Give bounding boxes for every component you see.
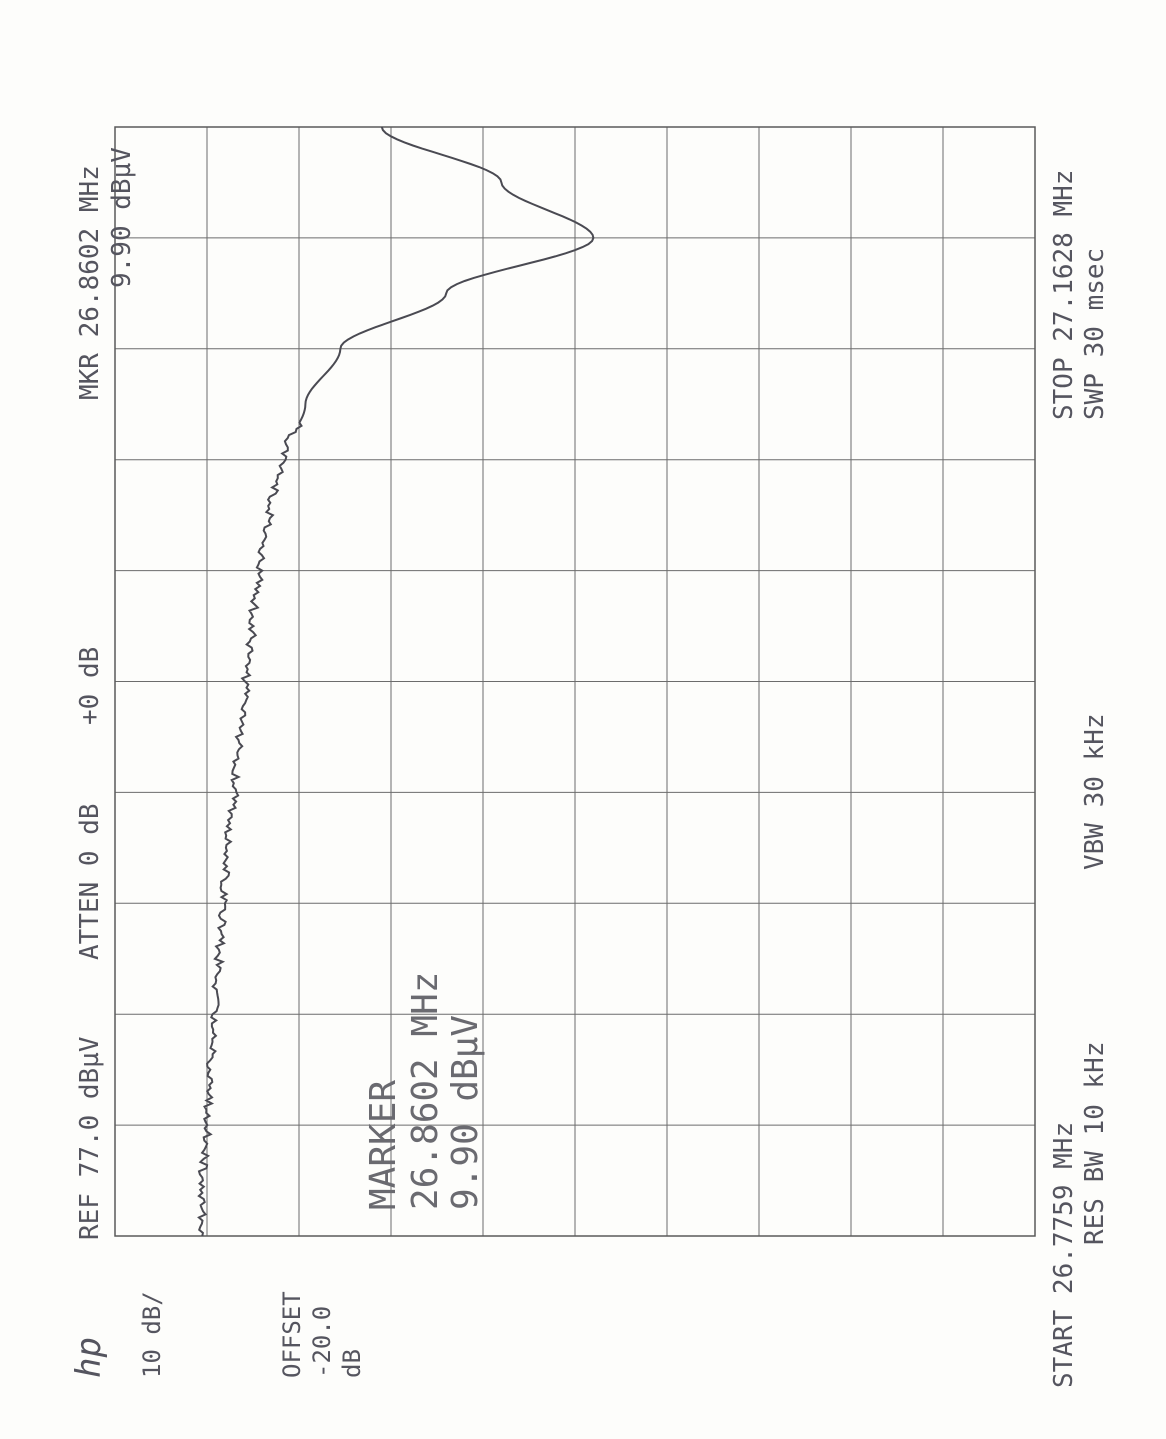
ref-level-label: REF 77.0 dBµV <box>75 1037 105 1241</box>
hp-logo: hp <box>69 1337 109 1378</box>
video-bandwidth-label: VBW 30 kHz <box>1080 713 1110 870</box>
start-frequency-label: START 26.7759 MHz <box>1049 1122 1079 1388</box>
graticule-border <box>114 126 1036 1237</box>
marker-readout-level: 9.90 dBµV <box>107 147 137 288</box>
signal-trace <box>197 126 595 1237</box>
stop-frequency-label: STOP 27.1628 MHz <box>1049 170 1079 420</box>
graticule-grid <box>115 127 1035 1236</box>
offset-label: OFFSET <box>278 1291 306 1378</box>
marker-box-frequency: 26.8602 MHz <box>405 972 446 1210</box>
marker-readout-frequency: MKR 26.8602 MHz <box>75 165 105 400</box>
scale-per-division: 10 dB/ <box>138 1291 166 1378</box>
marker-box-level: 9.90 dBµV <box>445 1015 486 1210</box>
marker-box-label: MARKER <box>363 1080 404 1210</box>
hp-logo-text: hp <box>69 1337 109 1378</box>
attenuation-label: ATTEN 0 dB <box>75 803 105 960</box>
resolution-bandwidth-label: RES BW 10 kHz <box>1080 1042 1110 1246</box>
offset-unit: dB <box>338 1349 366 1378</box>
offset-value: -20.0 <box>308 1306 336 1378</box>
sweep-time-label: SWP 30 msec <box>1080 248 1110 420</box>
attenuation-offset-label: +0 dB <box>75 647 105 725</box>
